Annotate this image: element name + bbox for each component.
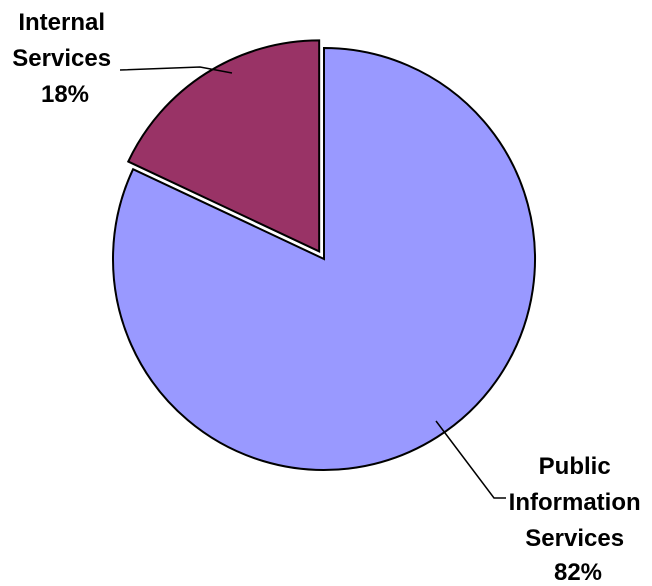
slice-label-line: Services: [12, 45, 111, 72]
slice-label-line: Internal: [18, 9, 105, 36]
leader-line-public-information-services: [435, 420, 506, 499]
slice-label-line: Information: [509, 489, 641, 516]
slice-label-internal-services: Internal Services 18%: [12, 9, 117, 108]
slice-label-public-information-services: Public Information Services 82%: [509, 453, 648, 586]
slice-label-line: Public: [539, 453, 611, 480]
slice-labels: Internal Services 18% Public Information…: [12, 9, 648, 586]
pie-slices: [112, 39, 536, 471]
slice-label-line: Services: [525, 525, 624, 552]
pie-slice-public-information-services: [112, 46, 536, 471]
slice-percent-label: 18%: [41, 81, 89, 108]
leader-lines: [119, 66, 506, 499]
pie-slice-internal-services: [126, 39, 321, 253]
leader-line-internal-services: [119, 66, 233, 74]
slice-percent-label: 82%: [554, 559, 602, 586]
